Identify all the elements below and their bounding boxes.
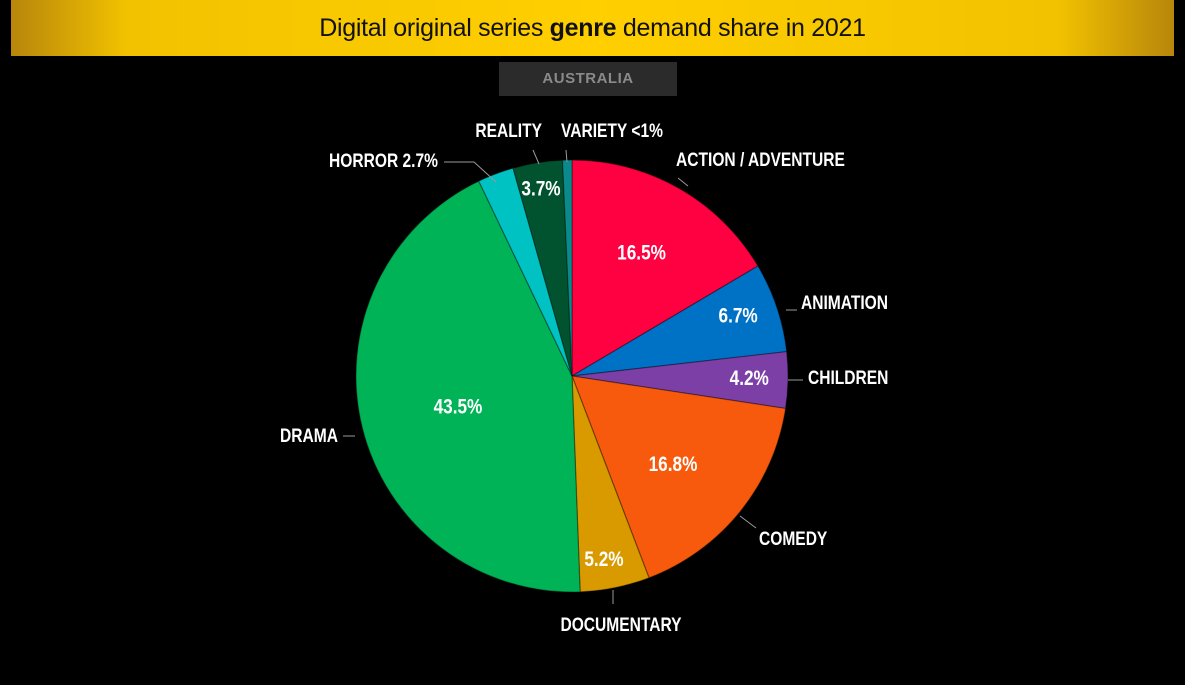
- value-label-action-adventure: 16.5%: [617, 242, 666, 265]
- category-label-action-adventure: ACTION / ADVENTURE: [676, 149, 845, 171]
- pie-slice-comedy: [571, 375, 787, 579]
- value-label-comedy: 16.8%: [649, 454, 698, 477]
- category-label-horror: HORROR 2.7%: [329, 150, 438, 172]
- pie-slice-drama: [355, 180, 581, 593]
- category-label-comedy: COMEDY: [759, 528, 828, 550]
- leader-line-horror: [444, 161, 497, 183]
- value-label-animation: 6.7%: [719, 305, 758, 328]
- title-text-pre: Digital original series: [319, 14, 550, 42]
- title-text-bold: genre: [549, 14, 617, 42]
- leader-line-action-adventure: [677, 177, 689, 187]
- leader-line-reality: [532, 149, 540, 165]
- pie-slice-action-adventure: [571, 159, 759, 378]
- chart-title: Digital original series genre demand sha…: [11, 0, 1174, 56]
- category-label-drama: DRAMA: [280, 425, 338, 447]
- category-label-animation: ANIMATION: [801, 292, 888, 314]
- category-label-reality: REALITY: [475, 120, 542, 142]
- category-label-variety: VARIETY <1%: [561, 120, 663, 142]
- pie-slice-horror: [478, 167, 573, 377]
- title-text-post: demand share in 2021: [616, 14, 866, 42]
- leader-line-comedy: [739, 515, 757, 529]
- value-label-reality: 3.7%: [521, 178, 560, 201]
- category-label-documentary: DOCUMENTARY: [560, 614, 681, 636]
- pie-slice-animation: [571, 265, 788, 377]
- pie-slice-children: [571, 350, 789, 410]
- leader-line-variety: [565, 149, 568, 163]
- value-label-documentary: 5.2%: [584, 548, 623, 571]
- pie-slice-reality: [512, 159, 573, 377]
- region-label: AUSTRALIA: [499, 62, 677, 96]
- value-label-children: 4.2%: [730, 367, 769, 390]
- pie-slice-documentary: [571, 375, 650, 593]
- category-label-children: CHILDREN: [808, 367, 888, 389]
- title-banner: Digital original series genre demand sha…: [11, 0, 1174, 56]
- value-label-drama: 43.5%: [434, 396, 483, 419]
